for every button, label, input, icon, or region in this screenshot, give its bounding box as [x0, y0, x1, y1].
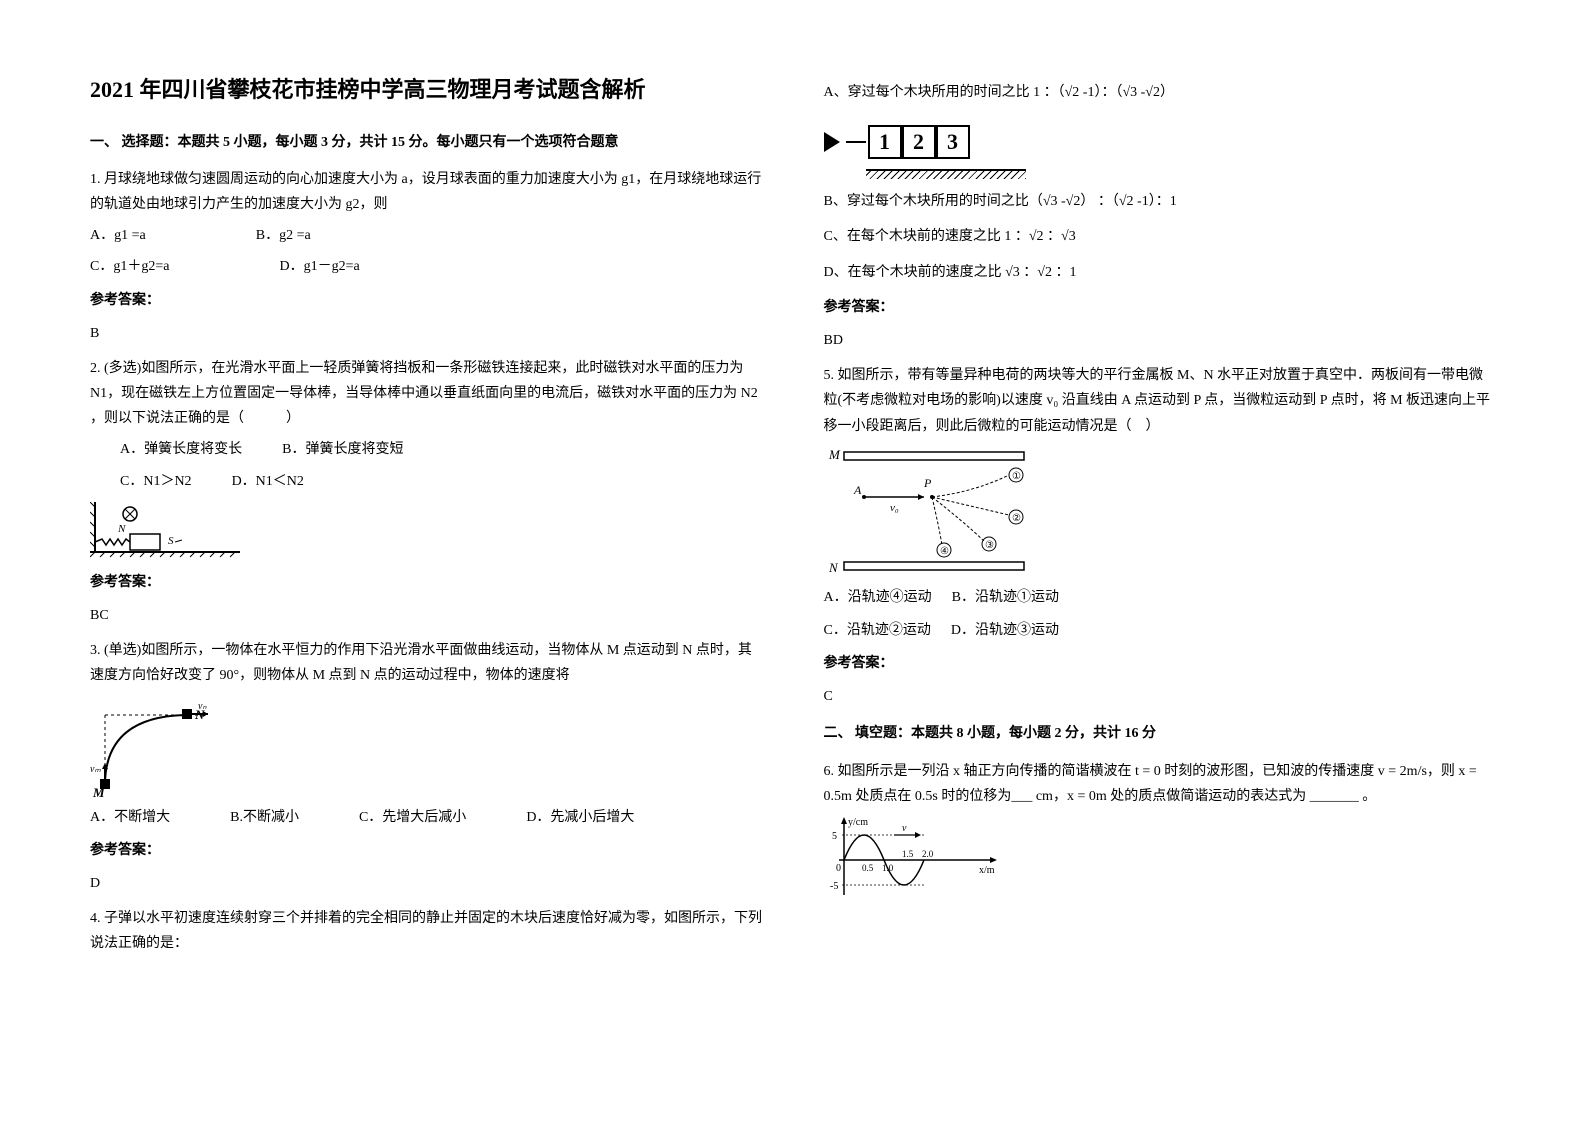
question-6: 6. 如图所示是一列沿 x 轴正方向传播的简谐横波在 t = 0 时刻的波形图，… — [824, 759, 1498, 905]
section1-title: 一、 选择题：本题共 5 小题，每小题 3 分，共计 15 分。每小题只有一个选… — [90, 130, 764, 155]
svg-text:5: 5 — [832, 831, 837, 842]
svg-text:vₙ: vₙ — [198, 701, 207, 712]
q3-answer: D — [90, 871, 764, 896]
svg-text:S: S — [168, 535, 174, 547]
svg-text:①: ① — [1012, 471, 1021, 482]
q2-optB: B．弹簧长度将变短 — [282, 437, 403, 462]
svg-text:1.5: 1.5 — [902, 849, 914, 859]
q3-optB: B.不断减小 — [230, 805, 299, 830]
question-1: 1. 月球绕地球做匀速圆周运动的向心加速度大小为 a，设月球表面的重力加速度大小… — [90, 167, 764, 346]
question-3: 3. (单选)如图所示，一物体在水平恒力的作用下沿光滑水平面做曲线运动，当物体从… — [90, 638, 764, 896]
q3-optC: C．先增大后减小 — [359, 805, 466, 830]
bullet-icon — [824, 132, 840, 152]
page-title: 2021 年四川省攀枝花市挂榜中学高三物理月考试题含解析 — [90, 70, 764, 110]
block-3: 3 — [936, 125, 970, 159]
q5-text: 5. 如图所示，带有等量异种电荷的两块等大的平行金属板 M、N 水平正对放置于真… — [824, 363, 1498, 439]
block-1: 1 — [868, 125, 902, 159]
plates-diagram: M N A v₀ P ① ② ③ ④ — [824, 447, 1044, 577]
q2-optA: A．弹簧长度将变长 — [120, 437, 242, 462]
q4-optC: C、在每个木块前的速度之比 1 ：√2 ：√3 — [824, 224, 1498, 249]
right-column: A、穿过每个木块所用的时间之比 1 ：（√2 -1）：（√3 -√2） 1 2 … — [824, 70, 1498, 967]
q1-optC: C．g1＋g2=a — [90, 254, 169, 279]
q4-optD: D、在每个木块前的速度之比 √3 ：√2 ：1 — [824, 260, 1498, 285]
curve-diagram: N vₙ M vₘ — [90, 697, 220, 797]
blocks-diagram: 1 2 3 — [824, 125, 970, 159]
svg-text:y/cm: y/cm — [848, 817, 868, 828]
q3-answer-label: 参考答案： — [90, 838, 764, 863]
svg-text:M: M — [92, 785, 105, 797]
svg-text:M: M — [828, 447, 841, 462]
q4-answer-label: 参考答案： — [824, 295, 1498, 320]
svg-text:N: N — [117, 523, 126, 535]
q2-optC: C．N1＞N2 — [120, 469, 192, 494]
q5-optA: A．沿轨迹④运动 — [824, 585, 932, 610]
q4-optB: B、穿过每个木块所用的时间之比（√3 -√2） ：（√2 -1）：1 — [824, 189, 1498, 214]
q5-answer-label: 参考答案： — [824, 651, 1498, 676]
svg-text:v: v — [902, 823, 907, 834]
q1-answer: B — [90, 321, 764, 346]
q1-optA: A．g1 =a — [90, 223, 146, 248]
q4-answer: BD — [824, 328, 1498, 353]
svg-text:1.0: 1.0 — [882, 863, 894, 873]
q4-optA: A、穿过每个木块所用的时间之比 1 ：（√2 -1）：（√3 -√2） — [824, 80, 1498, 105]
question-5: 5. 如图所示，带有等量异种电荷的两块等大的平行金属板 M、N 水平正对放置于真… — [824, 363, 1498, 709]
svg-text:x/m: x/m — [979, 865, 995, 876]
block-2: 2 — [902, 125, 936, 159]
ground-hatch — [866, 169, 1026, 179]
q1-answer-label: 参考答案： — [90, 288, 764, 313]
svg-text:0: 0 — [836, 863, 841, 874]
svg-text:P: P — [923, 476, 932, 490]
svg-text:2.0: 2.0 — [922, 849, 934, 859]
q3-optA: A．不断增大 — [90, 805, 170, 830]
q2-text: 2. (多选)如图所示，在光滑水平面上一轻质弹簧将挡板和一条形磁铁连接起来，此时… — [90, 356, 764, 432]
arrow-line — [846, 141, 866, 143]
q1-optB: B．g2 =a — [256, 223, 311, 248]
wave-diagram: y/cm x/m 5 -5 0.5 1.0 1.5 2.0 v 0 — [824, 815, 1004, 905]
svg-text:②: ② — [1012, 513, 1021, 524]
svg-text:-5: -5 — [830, 881, 838, 892]
question-4: A、穿过每个木块所用的时间之比 1 ：（√2 -1）：（√3 -√2） 1 2 … — [824, 80, 1498, 353]
question-4-lead: 4. 子弹以水平初速度连续射穿三个并排着的完全相同的静止并固定的木块后速度恰好减… — [90, 906, 764, 956]
question-2: 2. (多选)如图所示，在光滑水平面上一轻质弹簧将挡板和一条形磁铁连接起来，此时… — [90, 356, 764, 628]
q6-text: 6. 如图所示是一列沿 x 轴正方向传播的简谐横波在 t = 0 时刻的波形图，… — [824, 759, 1498, 809]
q4-text: 4. 子弹以水平初速度连续射穿三个并排着的完全相同的静止并固定的木块后速度恰好减… — [90, 906, 764, 956]
q2-optD: D．N1＜N2 — [232, 469, 304, 494]
section2-title: 二、 填空题：本题共 8 小题，每小题 2 分，共计 16 分 — [824, 721, 1498, 746]
q3-optD: D．先减小后增大 — [526, 805, 634, 830]
q3-text: 3. (单选)如图所示，一物体在水平恒力的作用下沿光滑水平面做曲线运动，当物体从… — [90, 638, 764, 688]
q5-optC: C．沿轨迹②运动 — [824, 618, 931, 643]
svg-text:N: N — [828, 560, 839, 575]
q1-text: 1. 月球绕地球做匀速圆周运动的向心加速度大小为 a，设月球表面的重力加速度大小… — [90, 167, 764, 217]
svg-text:vₘ: vₘ — [90, 764, 101, 775]
q2-answer: BC — [90, 603, 764, 628]
q2-answer-label: 参考答案： — [90, 570, 764, 595]
svg-text:③: ③ — [985, 540, 994, 551]
q5-optB: B．沿轨迹①运动 — [952, 585, 1059, 610]
q5-answer: C — [824, 684, 1498, 709]
svg-text:0.5: 0.5 — [862, 863, 874, 873]
q1-optD: D．g1－g2=a — [279, 254, 359, 279]
q5-optD: D．沿轨迹③运动 — [951, 618, 1059, 643]
svg-text:A: A — [853, 483, 862, 497]
svg-text:v₀: v₀ — [890, 502, 899, 514]
left-column: 2021 年四川省攀枝花市挂榜中学高三物理月考试题含解析 一、 选择题：本题共 … — [90, 70, 764, 967]
spring-diagram: N S — [90, 502, 240, 562]
svg-text:④: ④ — [940, 546, 949, 557]
